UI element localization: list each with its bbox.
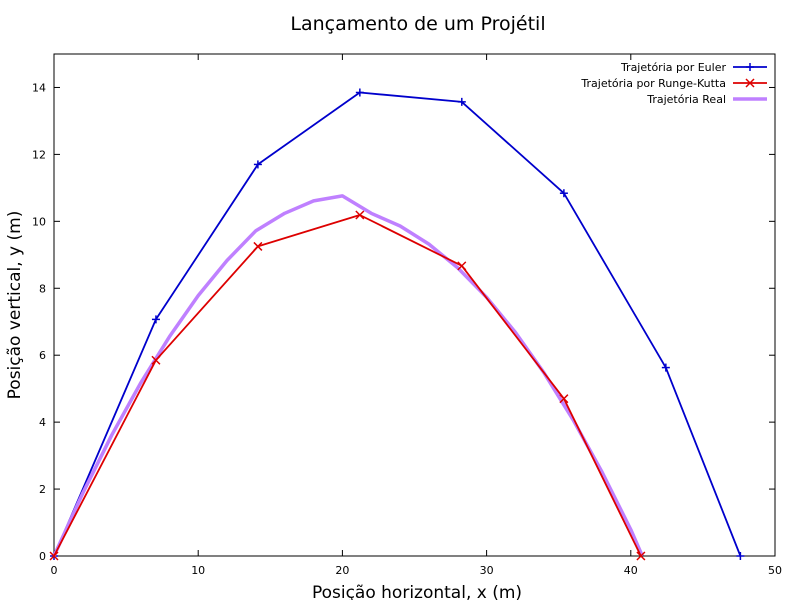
legend: Trajetória por Euler Trajetória por Runge… — [580, 61, 767, 106]
point-marker — [636, 551, 646, 561]
legend-label: Trajetória por Euler — [620, 61, 727, 74]
plot-frame — [53, 53, 776, 557]
x-tick-label: 30 — [480, 564, 494, 577]
y-tick-label: 8 — [39, 282, 46, 295]
y-tick-label: 14 — [32, 81, 46, 94]
point-marker — [355, 210, 365, 220]
axis-ticks: 0 10 20 30 40 50 0 2 4 6 8 10 12 14 — [32, 54, 782, 577]
x-tick-label: 50 — [768, 564, 782, 577]
series-layer — [49, 88, 745, 561]
x-tick-label: 10 — [191, 564, 205, 577]
point-marker — [49, 551, 59, 561]
point-marker — [559, 394, 569, 404]
series-2 — [52, 194, 644, 557]
y-tick-label: 10 — [32, 215, 46, 228]
series-1 — [49, 210, 646, 561]
x-tick-label: 40 — [624, 564, 638, 577]
y-tick-label: 4 — [39, 416, 46, 429]
x-tick-label: 0 — [51, 564, 58, 577]
series-line — [53, 91, 742, 557]
y-tick-label: 12 — [32, 148, 46, 161]
y-axis-label: Posição vertical, y (m) — [5, 211, 25, 400]
series-0 — [50, 88, 745, 560]
y-tick-label: 6 — [39, 349, 46, 362]
y-tick-label: 2 — [39, 483, 46, 496]
y-tick-label: 0 — [39, 550, 46, 563]
x-axis-label: Posição horizontal, x (m) — [312, 583, 522, 600]
point-marker — [151, 355, 161, 365]
point-marker — [745, 78, 755, 88]
x-tick-label: 20 — [335, 564, 349, 577]
series-line — [53, 214, 642, 557]
legend-label: Trajetória Real — [646, 93, 726, 106]
point-marker — [253, 241, 263, 251]
chart-title: Lançamento de um Projétil — [290, 13, 545, 35]
point-marker — [457, 261, 467, 271]
series-line — [52, 194, 644, 557]
legend-label: Trajetória por Runge-Kutta — [580, 77, 726, 90]
